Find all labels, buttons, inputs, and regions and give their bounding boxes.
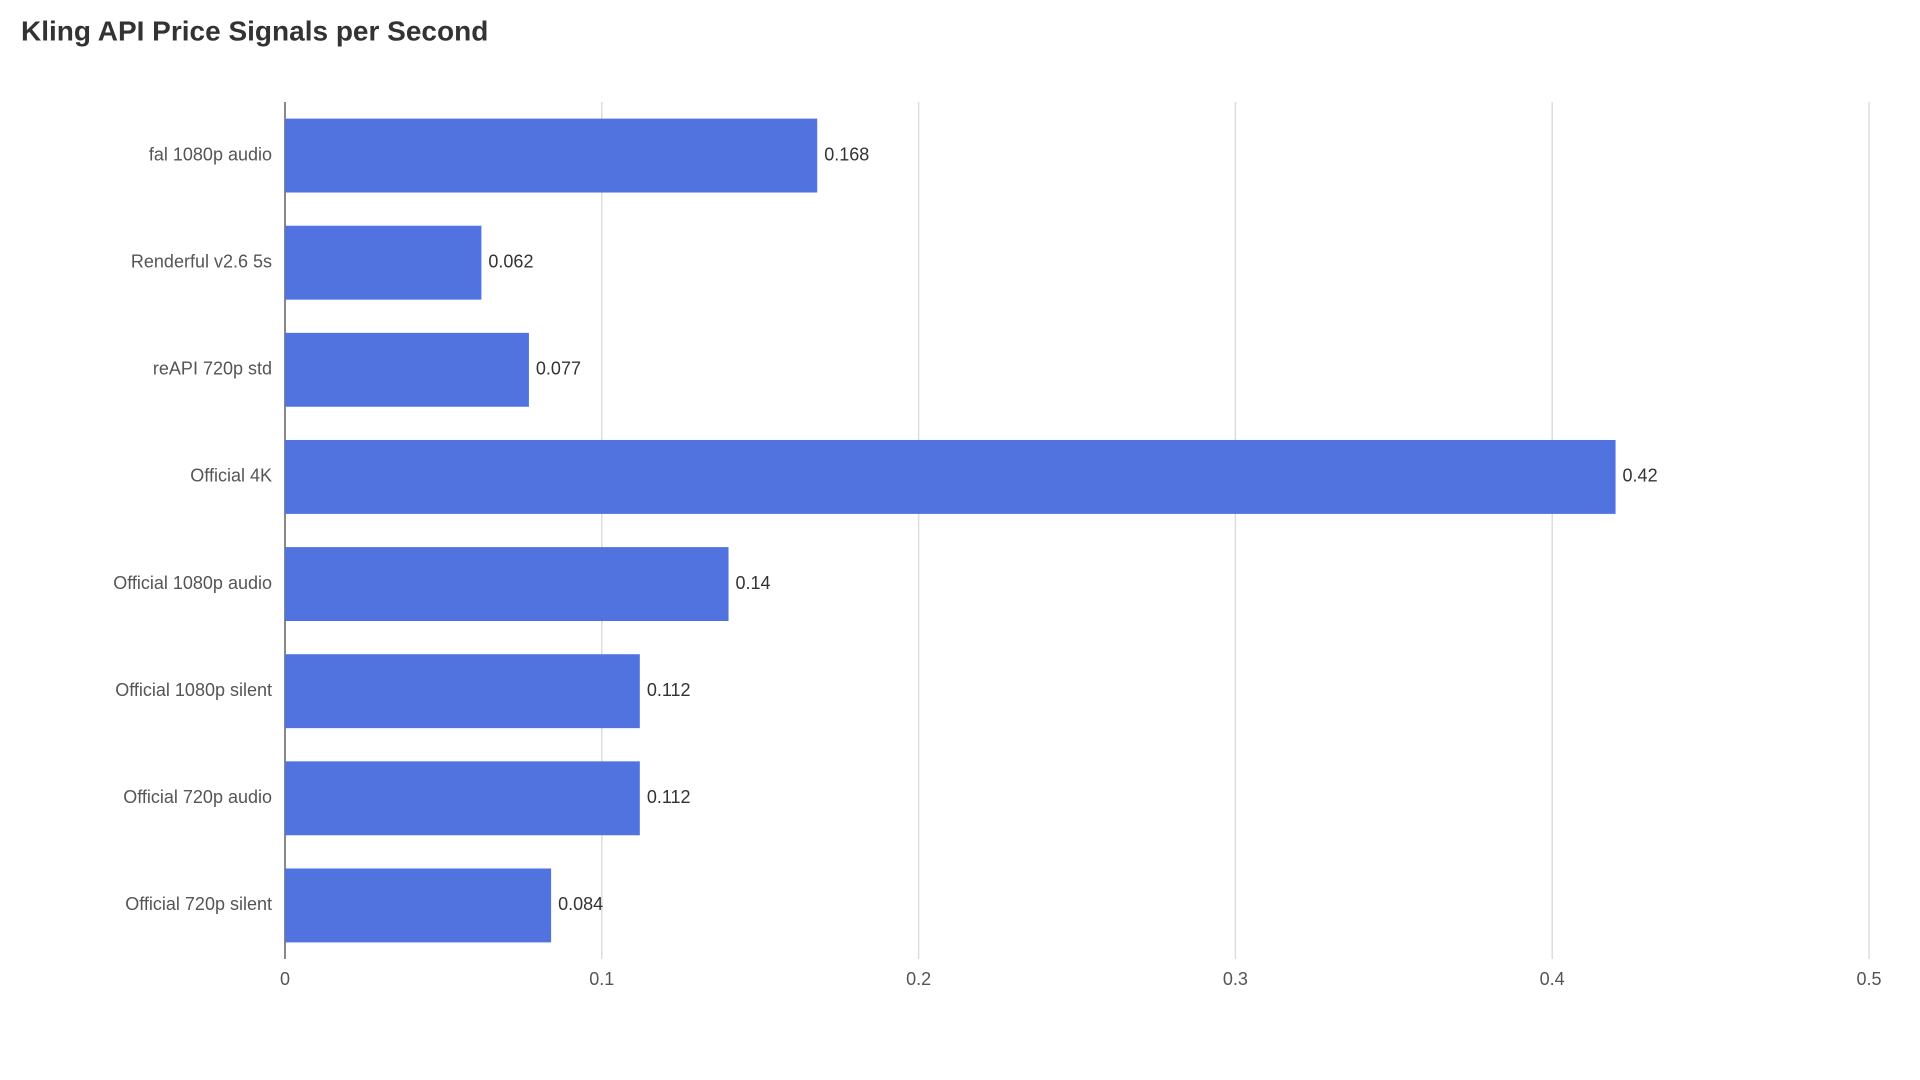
bar <box>285 118 818 193</box>
data-label: 0.062 <box>488 251 533 271</box>
data-label: 0.112 <box>647 680 691 700</box>
bar <box>285 439 1616 514</box>
y-tick-label: Renderful v2.6 5s <box>131 251 272 271</box>
x-tick-label: 0.4 <box>1540 969 1565 989</box>
data-label: 0.168 <box>824 144 869 164</box>
x-tick-label: 0 <box>280 969 290 989</box>
y-tick-label: Official 1080p silent <box>115 680 272 700</box>
x-tick-label: 0.1 <box>589 969 614 989</box>
data-label: 0.077 <box>536 359 581 379</box>
y-tick-label: reAPI 720p std <box>153 359 272 379</box>
x-tick-label: 0.3 <box>1223 969 1248 989</box>
y-tick-label: fal 1080p audio <box>149 144 272 164</box>
data-label: 0.112 <box>647 787 691 807</box>
y-tick-label: Official 720p audio <box>123 787 272 807</box>
bar <box>285 332 529 407</box>
x-tick-label: 0.2 <box>906 969 931 989</box>
bar <box>285 547 729 622</box>
x-tick-label: 0.5 <box>1856 969 1881 989</box>
bar <box>285 225 482 300</box>
bar <box>285 761 640 836</box>
y-tick-label: Official 720p silent <box>125 894 272 914</box>
data-label: 0.42 <box>1623 466 1658 486</box>
chart-title: Kling API Price Signals per Second <box>21 15 488 46</box>
y-tick-label: Official 4K <box>190 466 272 486</box>
data-label: 0.14 <box>736 573 771 593</box>
y-tick-label: Official 1080p audio <box>113 573 272 593</box>
data-label: 0.084 <box>558 894 603 914</box>
bar <box>285 654 640 729</box>
bar <box>285 868 552 943</box>
